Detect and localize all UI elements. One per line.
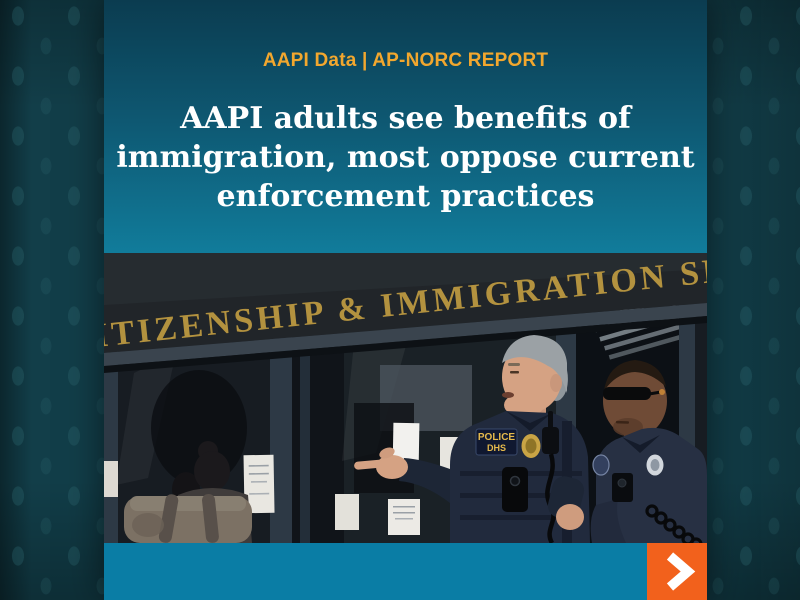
next-button[interactable] — [647, 543, 707, 600]
body-camera — [612, 473, 633, 502]
page-title: AAPI adults see benefits of immigration,… — [116, 99, 694, 216]
gold-badge — [521, 434, 541, 458]
chevron-right-icon — [666, 552, 696, 591]
title-line-2: immigration, most oppose current — [116, 140, 695, 175]
building-sign: ITIZENSHIP & IMMIGRATION SE — [104, 253, 707, 373]
sunglasses — [603, 387, 665, 400]
patch-line-1: POLICE — [478, 432, 516, 443]
patch-line-2: DHS — [487, 443, 506, 453]
news-photo: ITIZENSHIP & IMMIGRATION SE — [104, 253, 707, 543]
title-line-1: AAPI adults see benefits of — [180, 101, 631, 136]
officer-sunglasses — [590, 360, 707, 543]
silver-badge — [646, 454, 664, 476]
pointing-arm — [354, 447, 450, 503]
report-card: AAPI Data | AP-NORC REPORT AAPI adults s… — [104, 0, 707, 600]
news-photo-illustration: ITIZENSHIP & IMMIGRATION SE — [104, 253, 707, 543]
backpack — [124, 493, 252, 543]
coiled-radio-cord — [645, 504, 703, 543]
title-line-3: enforcement practices — [216, 179, 595, 214]
eyebrow-label: AAPI Data | AP-NORC REPORT — [262, 50, 549, 71]
shoulder-patch — [592, 454, 610, 476]
officer-left-hand — [547, 476, 585, 530]
card-header: AAPI Data | AP-NORC REPORT AAPI adults s… — [104, 0, 707, 253]
police-dhs-patch: POLICE DHS — [475, 428, 518, 456]
chest-phone — [502, 467, 528, 512]
card-footer — [104, 543, 707, 600]
